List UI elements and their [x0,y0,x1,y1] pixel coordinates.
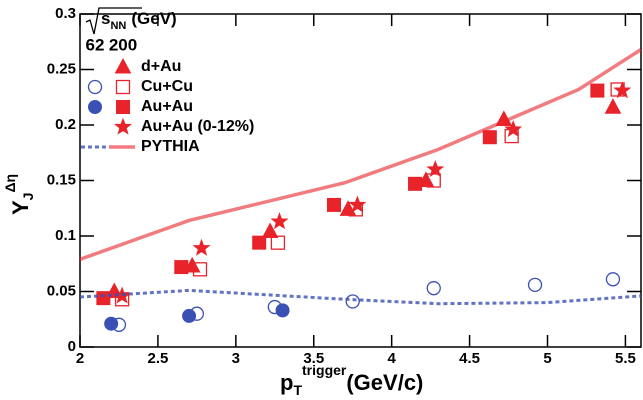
point [604,98,622,114]
legend-title-sub: NN [110,20,126,32]
x-tick-label: 4.5 [459,350,480,367]
y-tick-label: 0.15 [47,171,76,188]
x-tick-label: 2.5 [147,350,168,367]
point [527,277,543,292]
legend-marker [114,57,132,74]
legend-marker [114,117,132,135]
legend-label: PYTHIA [141,138,200,155]
x-label-main: p [280,370,293,395]
legend-title-main: s [101,9,110,28]
point [275,303,290,318]
sqrt-sign [85,7,142,35]
legend-label: Au+Au (0-12%) [141,118,254,135]
y-tick-label: 0.1 [55,227,76,244]
point [252,235,267,250]
point [182,308,197,323]
y-tick-label: 0.05 [47,282,76,299]
point [482,130,497,145]
x-label-sub: T [293,382,302,398]
y-tick-label: 0 [68,338,76,355]
pythia-curve [79,48,642,261]
legend-label: Au+Au [141,98,193,115]
x-label-sup: trigger [302,362,347,378]
point [270,235,286,250]
point [426,281,441,296]
x-label-unit: (GeV/c) [346,370,423,395]
point [605,272,621,287]
point [504,119,523,138]
legend-column: 200 [109,35,137,54]
y-tick-label: 0.3 [55,5,76,22]
x-tick-label: 4 [387,350,396,367]
point [192,238,211,256]
point [270,212,289,230]
legend-label: d+Au [141,58,181,75]
point [327,197,342,212]
legend-marker [88,100,102,114]
point [613,81,632,99]
x-tick-label: 5 [543,350,551,367]
legend-marker [115,79,131,95]
legend-label: Cu+Cu [141,78,193,95]
point [96,291,111,306]
point [261,222,279,239]
legend-column: 62 [86,35,105,54]
y-label-sub: J [20,193,36,201]
x-tick-label: 5.5 [615,350,636,367]
point [345,294,360,309]
y-label-sup: Δη [2,174,18,193]
point [348,195,367,213]
legend-title: sNN (GeV) [101,9,177,31]
y-label-main: Y [8,200,33,215]
x-tick-label: 3.5 [303,350,324,367]
point [590,83,605,98]
legend-marker [116,100,130,114]
point [183,256,201,273]
point [417,171,435,187]
point [426,159,445,178]
plot-frame [79,13,642,348]
legend-marker [87,79,103,95]
x-tick-label: 3 [232,350,240,367]
point [104,316,119,331]
y-tick-label: 0.2 [55,116,76,133]
point [174,260,189,275]
legend-title-unit: (GeV) [131,9,176,28]
y-axis-label: YJΔη [2,174,36,215]
x-tick-label: 2 [76,350,84,367]
pythia-curve [79,288,642,306]
y-tick-label: 0.25 [47,60,76,77]
point [339,200,357,216]
point [408,176,423,191]
x-axis-label: pTtrigger(GeV/c) [280,362,423,398]
point [192,262,208,277]
